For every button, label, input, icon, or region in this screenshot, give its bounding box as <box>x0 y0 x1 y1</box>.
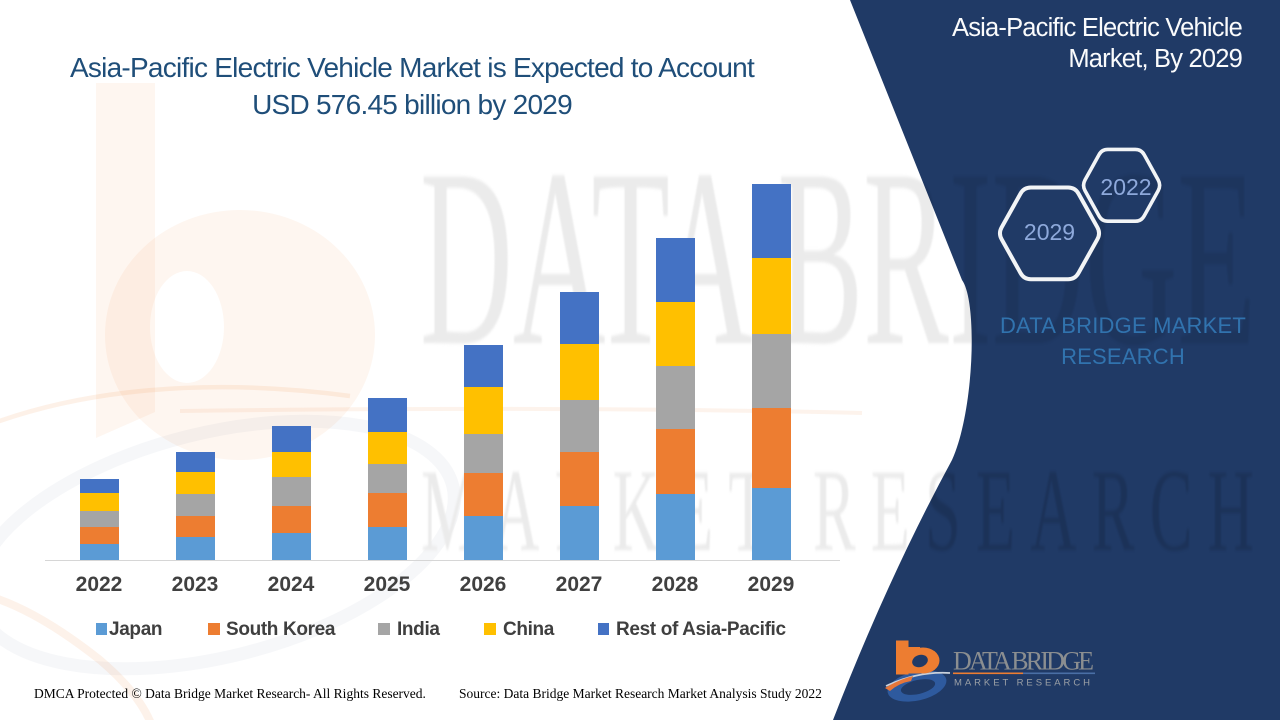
svg-text:DATA BRIDGE: DATA BRIDGE <box>953 647 1094 676</box>
svg-text:MARKET RESEARCH: MARKET RESEARCH <box>954 678 1093 689</box>
